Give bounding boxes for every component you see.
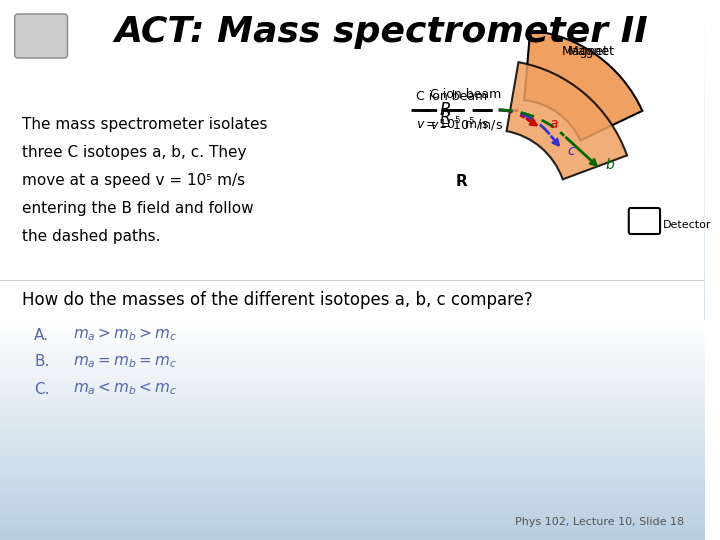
- Text: C ion beam: C ion beam: [431, 89, 502, 102]
- Text: R: R: [456, 174, 467, 190]
- Text: three C isotopes a, b, c. They: three C isotopes a, b, c. They: [22, 145, 246, 160]
- Text: $v = 10^5$ m/s: $v = 10^5$ m/s: [415, 115, 489, 133]
- Text: $v = 10^5$ m/s: $v = 10^5$ m/s: [431, 116, 503, 134]
- Text: ACT: Mass spectrometer II: ACT: Mass spectrometer II: [114, 15, 648, 49]
- Wedge shape: [507, 62, 627, 179]
- FancyBboxPatch shape: [629, 208, 660, 234]
- Text: $m_a = m_b = m_c$: $m_a = m_b = m_c$: [73, 354, 177, 370]
- Text: b: b: [606, 158, 614, 172]
- Text: $m_a > m_b > m_c$: $m_a > m_b > m_c$: [73, 327, 177, 343]
- Text: B.: B.: [35, 354, 50, 369]
- Text: A.: A.: [35, 327, 49, 342]
- Text: $m_a < m_b < m_c$: $m_a < m_b < m_c$: [73, 381, 177, 397]
- Wedge shape: [524, 31, 642, 140]
- Text: C ion beam: C ion beam: [415, 90, 487, 103]
- Text: move at a speed v = 10⁵ m/s: move at a speed v = 10⁵ m/s: [22, 173, 245, 188]
- Text: R: R: [439, 101, 451, 119]
- Text: Detector: Detector: [663, 220, 711, 230]
- Text: R: R: [439, 109, 451, 127]
- FancyBboxPatch shape: [14, 14, 68, 58]
- Text: Phys 102, Lecture 10, Slide 18: Phys 102, Lecture 10, Slide 18: [516, 517, 685, 527]
- Text: a: a: [549, 117, 557, 131]
- Text: c: c: [567, 144, 575, 158]
- Text: Magnet: Magnet: [568, 45, 615, 58]
- Text: The mass spectrometer isolates: The mass spectrometer isolates: [22, 118, 267, 132]
- Bar: [0, 0, 704, 80]
- Text: entering the B field and follow: entering the B field and follow: [22, 201, 253, 217]
- Text: C.: C.: [35, 381, 50, 396]
- Bar: [0, 0, 704, 340]
- Text: How do the masses of the different isotopes a, b, c compare?: How do the masses of the different isoto…: [22, 291, 532, 309]
- Text: the dashed paths.: the dashed paths.: [22, 230, 160, 245]
- Text: Magnet: Magnet: [562, 45, 608, 58]
